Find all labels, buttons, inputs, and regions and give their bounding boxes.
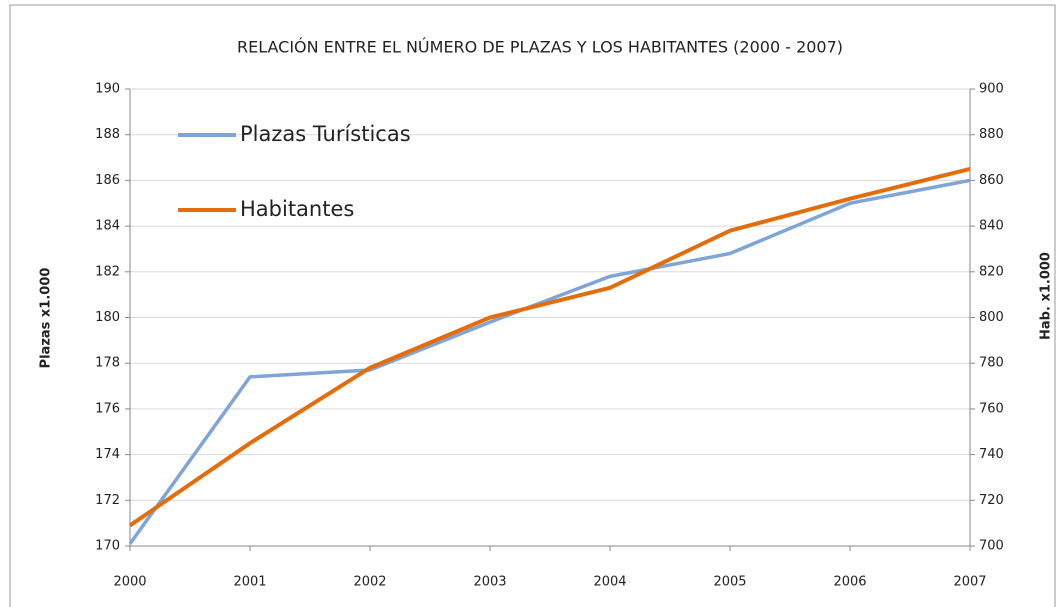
x-tick-label: 2007 bbox=[953, 575, 986, 590]
y2-tick-label: 720 bbox=[979, 493, 1004, 508]
y-tick-label: 186 bbox=[95, 173, 120, 188]
x-tick-label: 2006 bbox=[833, 575, 866, 590]
y-axis-label: Plazas x1.000 bbox=[39, 268, 54, 369]
y-tick-label: 188 bbox=[95, 127, 120, 142]
y2-tick-label: 800 bbox=[979, 310, 1004, 325]
y2-tick-label: 820 bbox=[979, 264, 1004, 279]
series-line bbox=[128, 178, 971, 545]
x-tick-label: 2003 bbox=[473, 575, 506, 590]
y2-tick-label: 760 bbox=[979, 401, 1004, 416]
x-tick-label: 2001 bbox=[233, 575, 266, 590]
y-tick-label: 184 bbox=[95, 219, 120, 234]
y2-axis-label: Hab. x1.000 bbox=[1039, 252, 1054, 340]
legend-label: Plazas Turísticas bbox=[240, 122, 411, 146]
x-tick-label: 2004 bbox=[593, 575, 626, 590]
chart-title: RELACIÓN ENTRE EL NÚMERO DE PLAZAS Y LOS… bbox=[237, 38, 843, 57]
y2-tick-label: 860 bbox=[979, 173, 1004, 188]
y-tick-label: 176 bbox=[95, 401, 120, 416]
legend-label: Habitantes bbox=[240, 197, 354, 221]
x-tick-label: 2000 bbox=[113, 575, 146, 590]
y2-tick-label: 880 bbox=[979, 127, 1004, 142]
y2-tick-label: 740 bbox=[979, 447, 1004, 462]
y-tick-label: 182 bbox=[95, 264, 120, 279]
y2-tick-label: 700 bbox=[979, 539, 1004, 554]
y-tick-label: 178 bbox=[95, 356, 120, 371]
series-line bbox=[128, 167, 971, 528]
x-tick-label: 2005 bbox=[713, 575, 746, 590]
y2-tick-label: 780 bbox=[979, 356, 1004, 371]
y2-tick-label: 900 bbox=[979, 82, 1004, 97]
y-tick-label: 170 bbox=[95, 539, 120, 554]
y2-tick-label: 840 bbox=[979, 219, 1004, 234]
y-tick-label: 190 bbox=[95, 82, 120, 97]
y-tick-label: 174 bbox=[95, 447, 120, 462]
y-tick-label: 172 bbox=[95, 493, 120, 508]
x-tick-label: 2002 bbox=[353, 575, 386, 590]
y-tick-label: 180 bbox=[95, 310, 120, 325]
